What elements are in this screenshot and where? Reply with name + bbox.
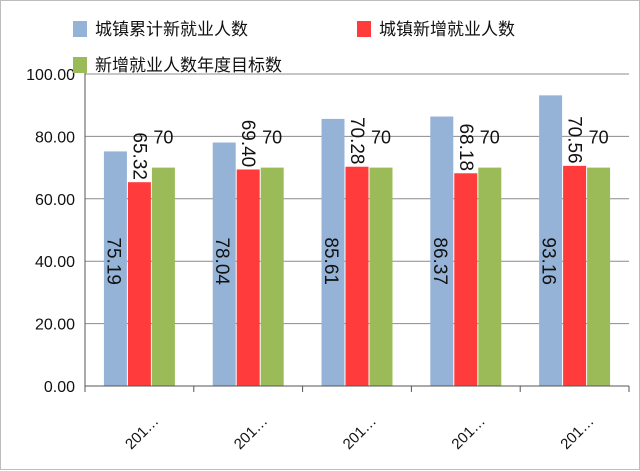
legend-swatch (73, 57, 87, 73)
bar (260, 167, 284, 386)
data-label: 70 (153, 128, 173, 148)
data-label: 70.28 (346, 117, 367, 165)
bar (103, 151, 127, 386)
legend-swatch (357, 21, 371, 37)
bar (127, 182, 151, 386)
x-tick-label: 201… (122, 413, 162, 453)
legend-label: 城镇新增就业人数 (379, 20, 515, 40)
bar (345, 166, 369, 386)
bar (478, 167, 502, 386)
data-label: 65.32 (128, 132, 149, 180)
data-label: 86.37 (429, 237, 450, 285)
data-label: 70 (371, 128, 391, 148)
bar (212, 142, 236, 386)
legend-swatch (73, 21, 87, 37)
legend-label: 新增就业人数年度目标数 (95, 56, 282, 76)
bar (587, 167, 611, 386)
bar (430, 116, 454, 386)
y-tick-label: 40.00 (35, 254, 75, 271)
bar (539, 95, 563, 387)
data-label: 70 (480, 128, 500, 148)
data-label: 85.61 (320, 237, 341, 285)
legend-label: 城镇累计新就业人数 (95, 20, 248, 40)
data-label: 68.18 (455, 124, 476, 172)
data-label: 78.04 (211, 237, 232, 285)
data-label: 93.16 (538, 237, 559, 285)
bar (563, 165, 587, 386)
data-label: 70 (589, 128, 609, 148)
bar (151, 167, 175, 386)
bar (321, 118, 345, 387)
bar (369, 167, 393, 386)
y-tick-label: 100.00 (26, 67, 75, 84)
data-label: 69.40 (237, 120, 258, 168)
x-tick-label: 201… (340, 413, 380, 453)
data-label: 70.56 (564, 116, 585, 164)
data-label: 70 (262, 128, 282, 148)
bar (454, 173, 478, 386)
y-tick-label: 80.00 (35, 129, 75, 146)
bars (103, 95, 611, 387)
data-label: 75.19 (102, 237, 123, 285)
y-tick-label: 0.00 (44, 379, 75, 396)
x-tick-label: 201… (557, 413, 597, 453)
y-tick-label: 60.00 (35, 192, 75, 209)
bar (236, 169, 260, 386)
y-tick-label: 20.00 (35, 317, 75, 334)
x-tick-label: 201… (448, 413, 488, 453)
x-tick-label: 201… (231, 413, 271, 453)
